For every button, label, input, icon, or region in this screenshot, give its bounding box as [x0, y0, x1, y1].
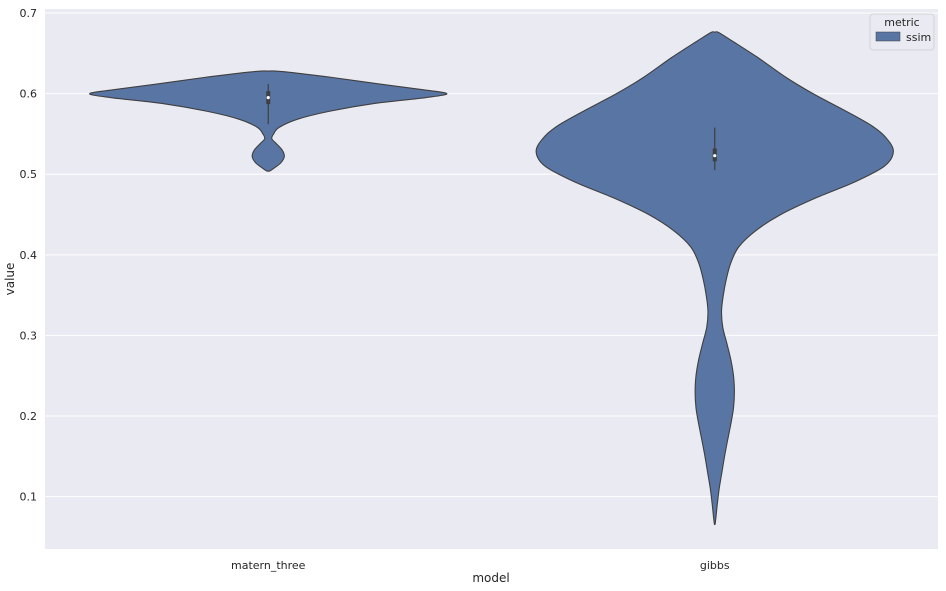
x-tick-label: gibbs — [700, 559, 730, 572]
y-axis-label: value — [3, 263, 17, 296]
y-tick-label: 0.3 — [20, 329, 38, 342]
legend-swatch-ssim — [875, 31, 901, 42]
y-tick-label: 0.1 — [20, 491, 38, 504]
y-tick-label: 0.7 — [20, 7, 38, 20]
x-tick-labels: matern_three gibbs — [231, 559, 730, 572]
x-axis-label: model — [472, 571, 509, 585]
legend-entry-ssim: ssim — [906, 31, 931, 44]
y-tick-label: 0.2 — [20, 410, 38, 423]
violins — [89, 31, 894, 526]
median-matern_three — [266, 96, 270, 100]
y-tick-label: 0.6 — [20, 88, 38, 101]
median-gibbs — [713, 154, 717, 158]
legend-title: metric — [884, 16, 919, 29]
x-tick-label: matern_three — [231, 559, 306, 572]
violin-gibbs — [535, 31, 894, 526]
y-tick-label: 0.5 — [20, 168, 38, 181]
y-tick-labels: 0.1 0.2 0.3 0.4 0.5 0.6 0.7 — [20, 7, 38, 504]
legend: metric ssim — [869, 13, 935, 51]
y-tick-label: 0.4 — [20, 249, 38, 262]
